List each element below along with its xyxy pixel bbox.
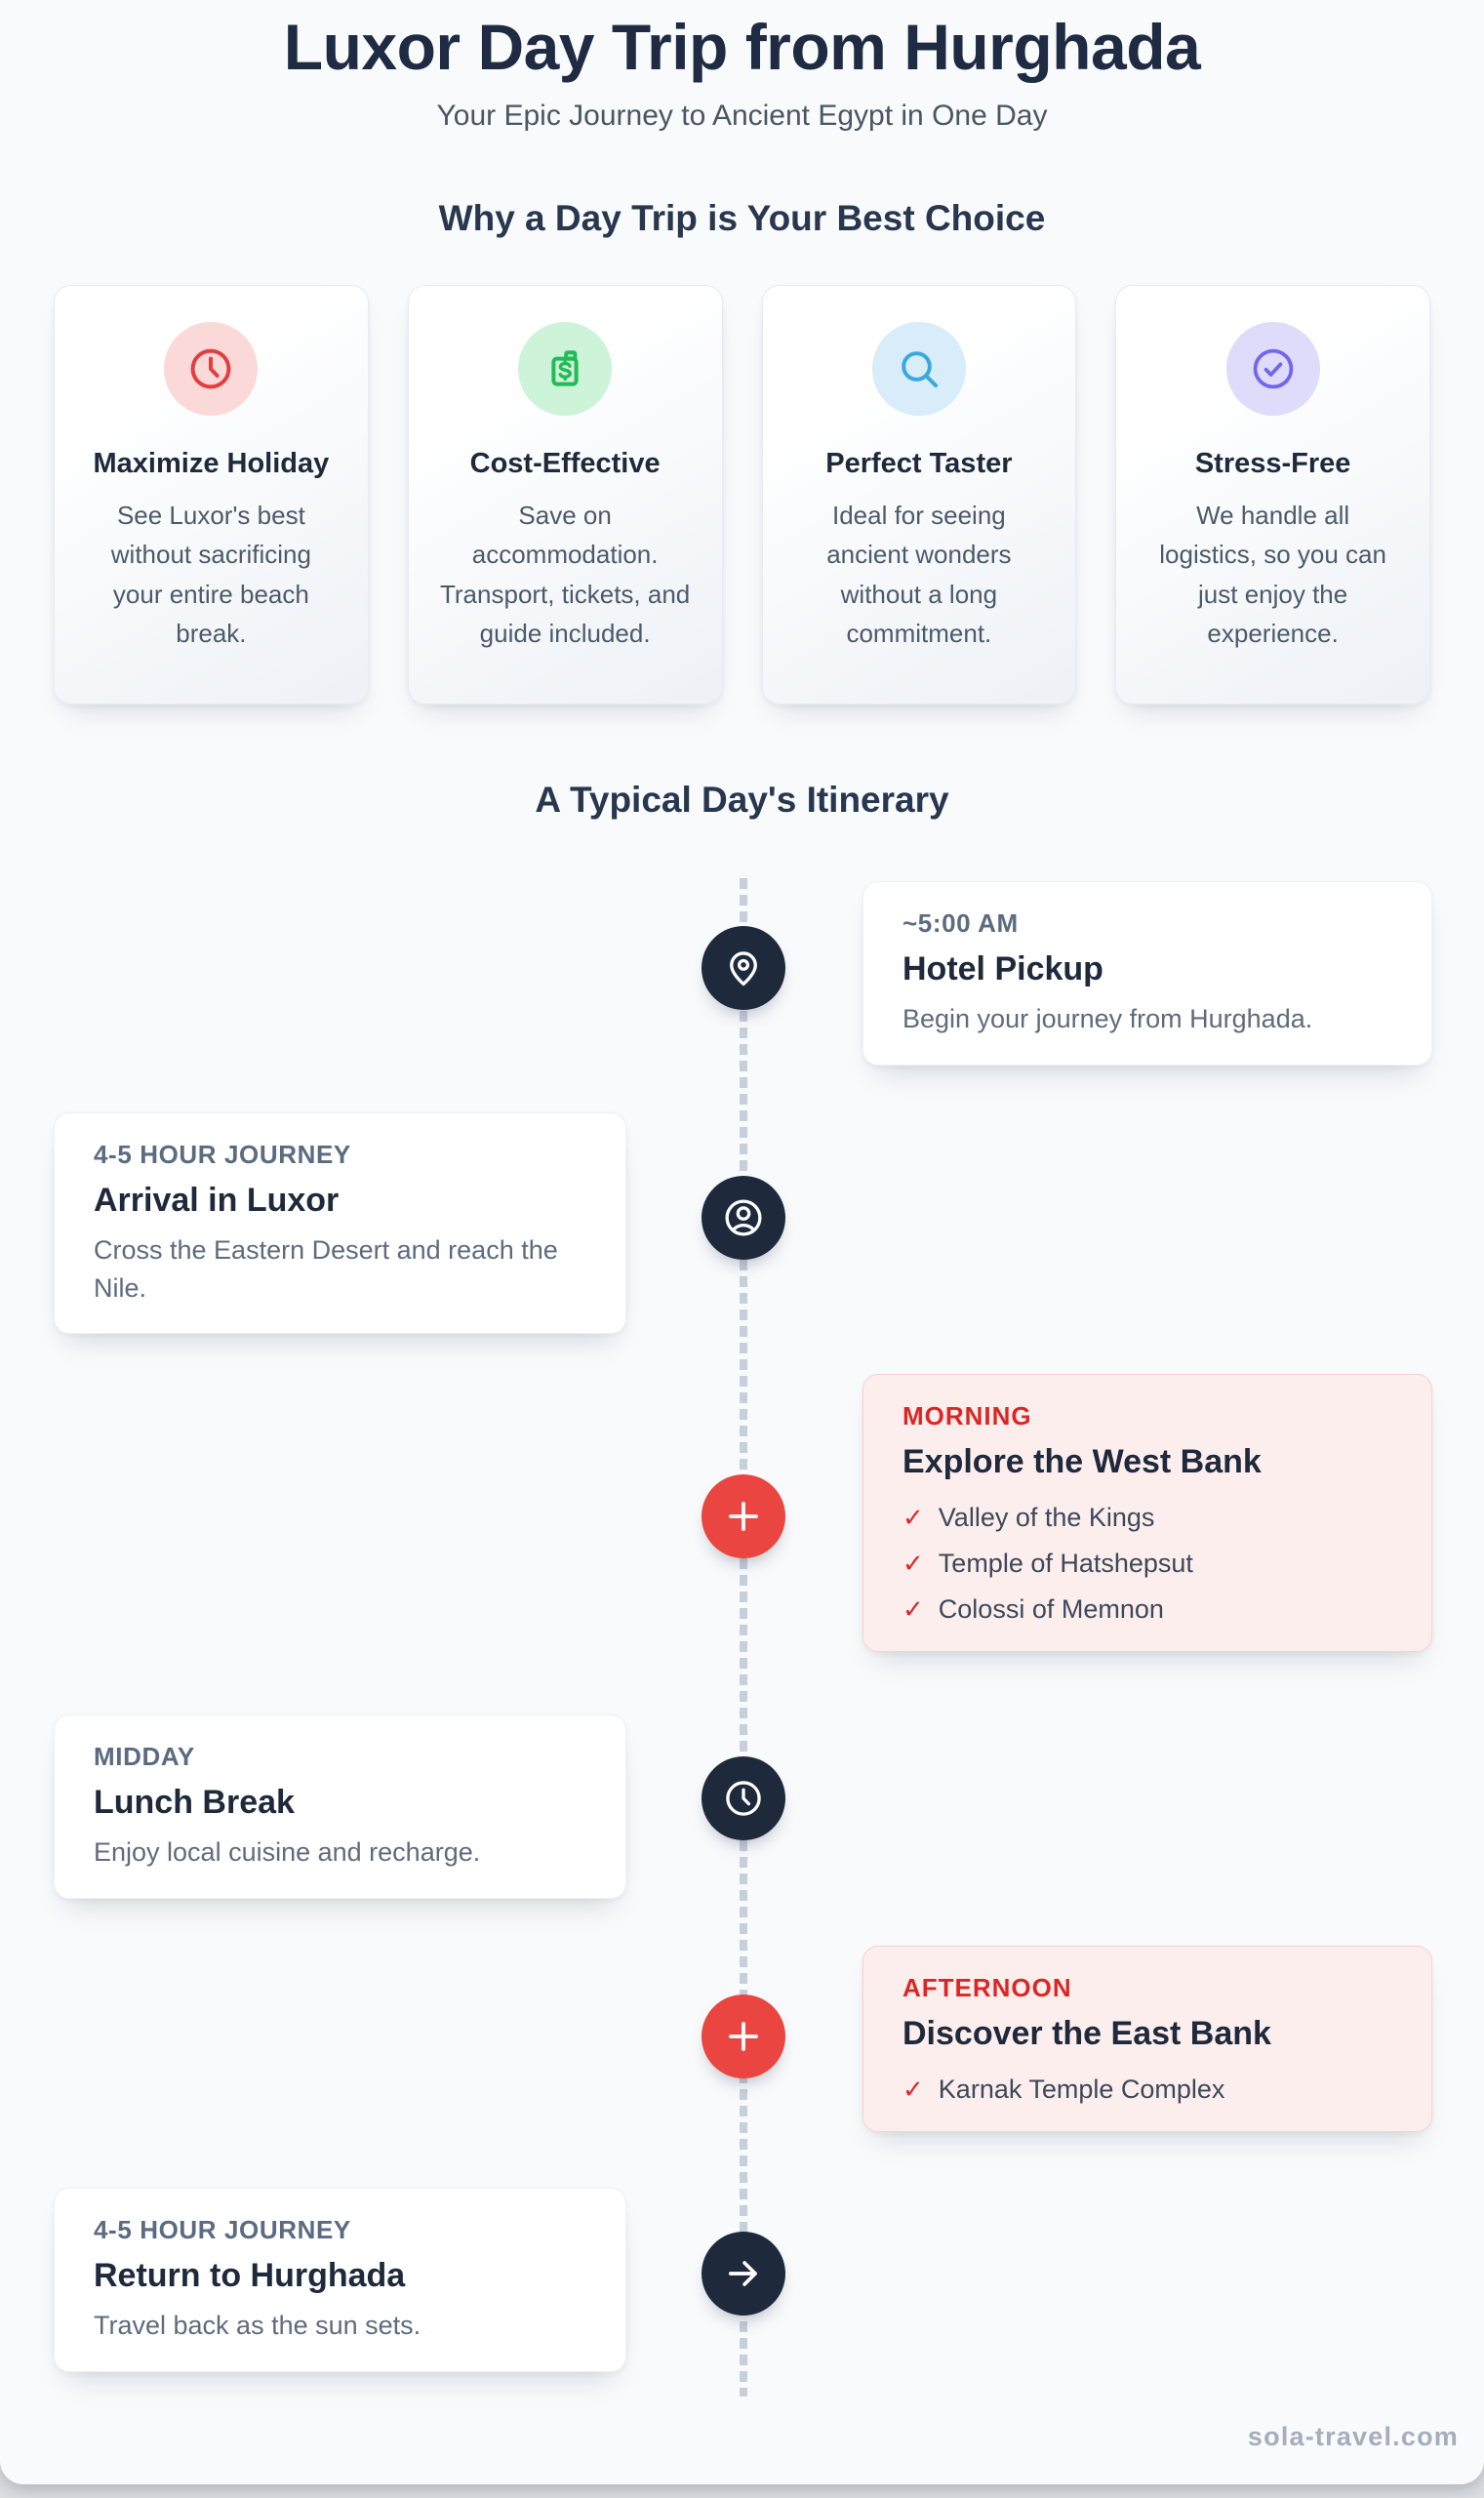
benefit-card-perfect-taster: Perfect Taster Ideal for seeing ancient … xyxy=(761,285,1077,705)
timeline-node-afternoon xyxy=(702,1994,785,2078)
benefit-card-stress-free: Stress-Free We handle all logistics, so … xyxy=(1115,285,1430,705)
checklist-item: ✓ Temple of Hatshepsut xyxy=(902,1549,1392,1579)
benefit-text: We handle all logistics, so you can just… xyxy=(1159,501,1386,648)
timeline-node-return xyxy=(702,2232,785,2316)
benefit-title: Stress-Free xyxy=(1194,448,1351,479)
card-eyebrow: 4-5 HOUR JOURNEY xyxy=(94,1140,351,1169)
check-icon: ✓ xyxy=(902,1594,924,1625)
checklist-item: ✓ Valley of the Kings xyxy=(902,1503,1392,1533)
plus-icon xyxy=(729,1502,758,1531)
page-subtitle: Your Epic Journey to Ancient Egypt in On… xyxy=(436,100,1048,132)
itinerary-heading: A Typical Day's Itinerary xyxy=(535,780,949,820)
dollar-badge-icon xyxy=(551,350,579,386)
card-title: Lunch Break xyxy=(94,1784,295,1821)
card-title: Return to Hurghada xyxy=(94,2257,406,2294)
checklist-item-label: Karnak Temple Complex xyxy=(938,2075,1225,2105)
timeline-card-arrival: 4-5 HOUR JOURNEY Arrival in Luxor Cross … xyxy=(54,1112,626,1334)
why-section-heading: Why a Day Trip is Your Best Choice xyxy=(438,198,1046,238)
timeline-card-afternoon: AFTERNOON Discover the East Bank ✓ Karnak… xyxy=(862,1946,1432,2133)
card-body: Enjoy local cuisine and recharge. xyxy=(94,1837,481,1868)
timeline-card-hotel-pickup: ~5:00 AM Hotel Pickup Begin your journey… xyxy=(862,881,1432,1066)
card-body: Cross the Eastern Desert and reach the N… xyxy=(94,1235,558,1303)
timeline-node-hotel-pickup xyxy=(702,926,785,1010)
timeline-card-morning: MORNING Explore the West Bank ✓ Valley of… xyxy=(862,1374,1432,1653)
benefit-icon-circle xyxy=(871,322,966,416)
benefit-icon-circle xyxy=(1225,322,1320,416)
checklist-item: ✓ Karnak Temple Complex xyxy=(902,2075,1392,2105)
check-icon: ✓ xyxy=(902,1549,924,1579)
check-icon: ✓ xyxy=(902,1503,924,1533)
benefit-icon-circle xyxy=(518,322,613,416)
benefit-text: See Luxor's best without sacrificing you… xyxy=(110,501,311,648)
benefit-cards-row: Maximize Holiday See Luxor's best withou… xyxy=(54,285,1430,705)
check-icon: ✓ xyxy=(902,2075,924,2105)
timeline-card-lunch: MIDDAY Lunch Break Enjoy local cuisine a… xyxy=(54,1714,626,1899)
card-eyebrow: 4-5 HOUR JOURNEY xyxy=(94,2215,351,2244)
benefit-icon-circle xyxy=(164,322,259,416)
checklist-item-label: Temple of Hatshepsut xyxy=(938,1549,1193,1579)
timeline-node-arrival xyxy=(702,1176,785,1260)
benefit-title: Cost-Effective xyxy=(469,448,661,479)
card-eyebrow: MIDDAY xyxy=(94,1742,195,1771)
check-circle-icon xyxy=(1253,348,1293,389)
benefit-text: Ideal for seeing ancient wonders without… xyxy=(826,501,1012,648)
timeline-node-lunch xyxy=(702,1756,785,1840)
plus-icon xyxy=(729,2022,758,2051)
clock-icon xyxy=(190,348,231,389)
arrow-right-icon xyxy=(728,2261,757,2286)
timeline-node-morning xyxy=(702,1474,785,1558)
card-title: Explore the West Bank xyxy=(902,1443,1262,1480)
card-body: Travel back as the sun sets. xyxy=(94,2311,421,2341)
page-title: Luxor Day Trip from Hurghada xyxy=(283,11,1201,83)
benefit-text: Save on accommodation. Transport, ticket… xyxy=(439,501,691,648)
card-body: Begin your journey from Hurghada. xyxy=(902,1004,1313,1034)
search-icon xyxy=(902,351,938,388)
checklist: ✓ Valley of the Kings ✓ Temple of Hatsheps… xyxy=(902,1503,1392,1625)
checklist-item-label: Colossi of Memnon xyxy=(938,1594,1164,1625)
benefit-title: Perfect Taster xyxy=(825,448,1013,479)
card-title: Hotel Pickup xyxy=(902,950,1103,987)
checklist-item: ✓ Colossi of Memnon xyxy=(902,1594,1392,1625)
timeline-card-return: 4-5 HOUR JOURNEY Return to Hurghada Trav… xyxy=(54,2188,626,2372)
card-title: Arrival in Luxor xyxy=(94,1182,340,1219)
footer-watermark: sola-travel.com xyxy=(1247,2422,1459,2451)
card-eyebrow: AFTERNOON xyxy=(902,1973,1072,2002)
benefit-card-cost-effective: Cost-Effective Save on accommodation. Tr… xyxy=(407,285,723,705)
card-title: Discover the East Bank xyxy=(902,2015,1271,2052)
clock-icon xyxy=(726,1781,761,1816)
user-circle-icon xyxy=(725,1199,762,1236)
timeline-dashed-line xyxy=(740,878,747,2397)
card-eyebrow: MORNING xyxy=(902,1401,1032,1430)
location-pin-icon xyxy=(730,951,757,987)
checklist-item-label: Valley of the Kings xyxy=(938,1503,1155,1533)
benefit-title: Maximize Holiday xyxy=(93,448,330,479)
card-eyebrow: ~5:00 AM xyxy=(902,908,1019,938)
benefit-card-maximize-holiday: Maximize Holiday See Luxor's best withou… xyxy=(54,285,369,705)
checklist: ✓ Karnak Temple Complex xyxy=(902,2075,1392,2105)
